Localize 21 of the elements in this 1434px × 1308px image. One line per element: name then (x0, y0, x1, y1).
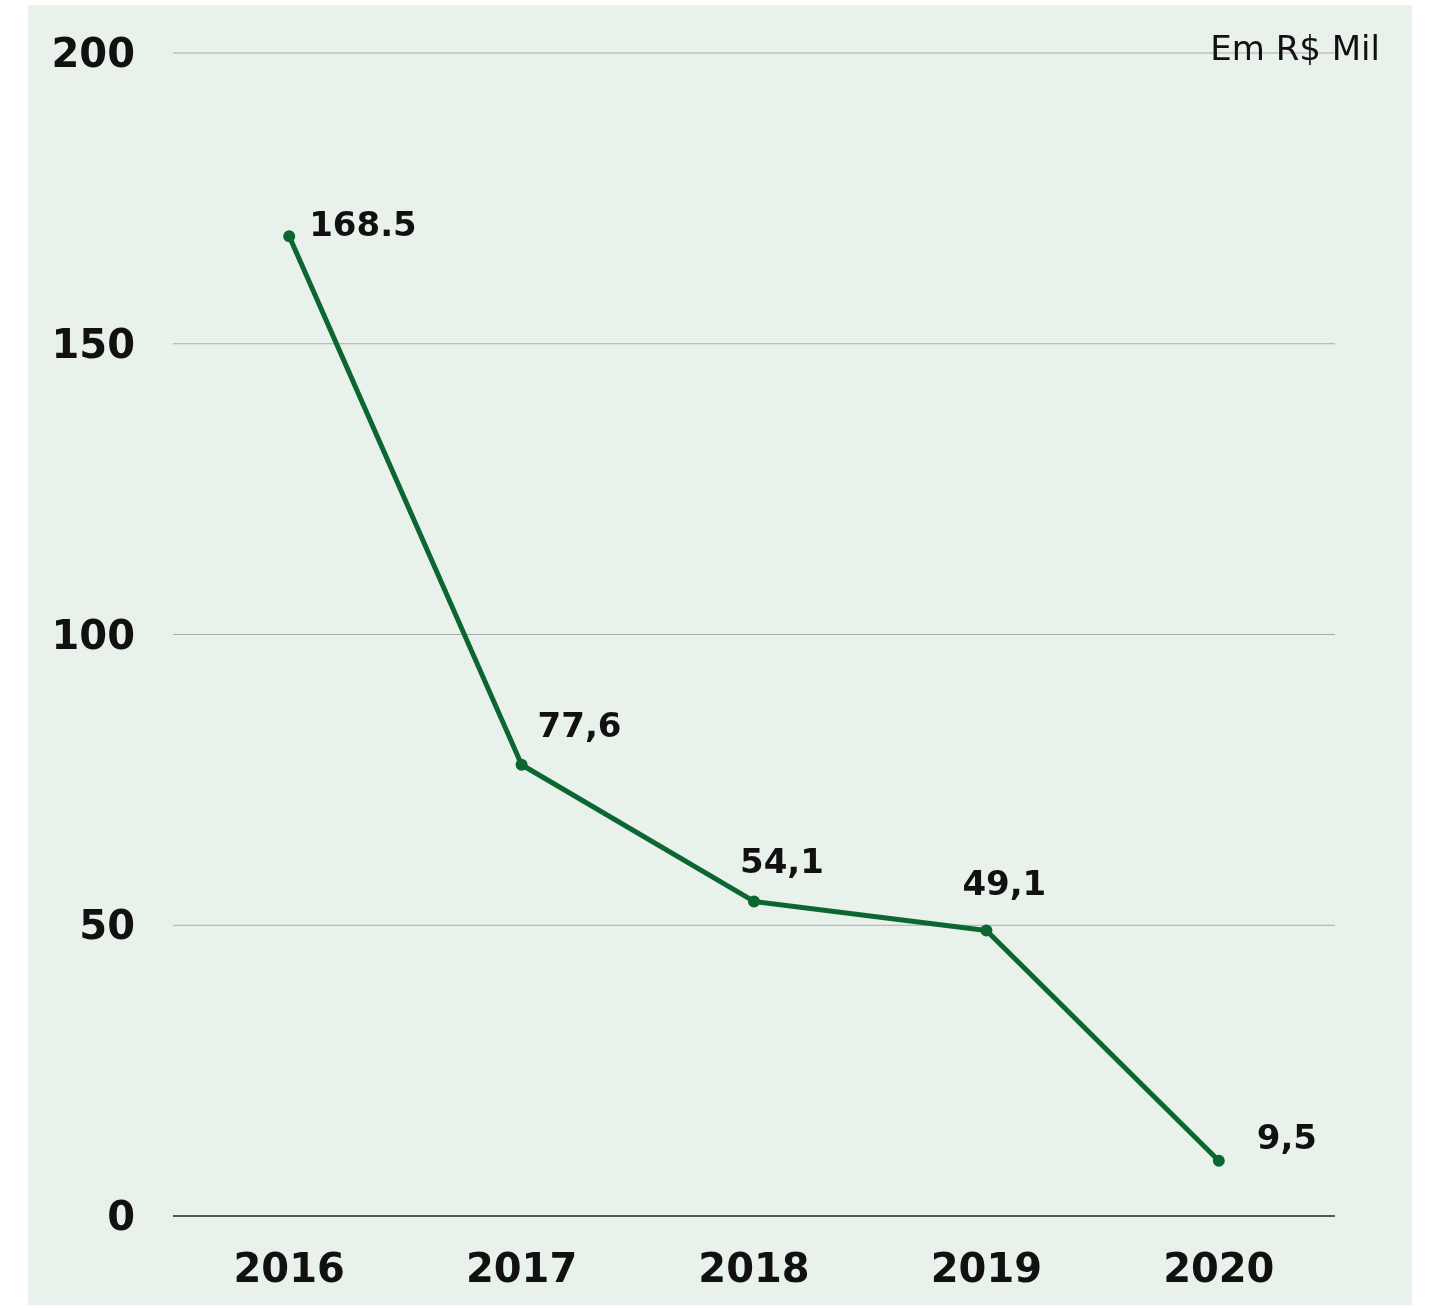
point (283, 230, 296, 243)
point (980, 924, 993, 937)
x-tick-label: 2019 (930, 1245, 1043, 1291)
point (748, 895, 760, 908)
y-tick-label: 0 (107, 1193, 135, 1239)
data-label: 9,5 (1256, 1116, 1318, 1157)
data-label: 54,1 (740, 841, 824, 882)
y-tick-label: 150 (51, 320, 135, 367)
y-tick-label: 200 (51, 30, 135, 76)
point (515, 758, 528, 771)
x-tick-label: 2018 (698, 1245, 810, 1291)
x-tick-label: 2017 (465, 1245, 578, 1291)
annotation: Em R$ Mil (1210, 28, 1380, 68)
x-tick-label: 2016 (233, 1245, 345, 1291)
y-tick-label: 100 (51, 611, 135, 658)
x-tick-label: 2020 (1163, 1245, 1275, 1291)
data-label: 77,6 (537, 704, 622, 745)
y-tick-label: 50 (79, 902, 135, 949)
data-label: 49,1 (962, 863, 1047, 904)
point (1212, 1154, 1225, 1167)
data-label: 168.5 (309, 204, 417, 245)
